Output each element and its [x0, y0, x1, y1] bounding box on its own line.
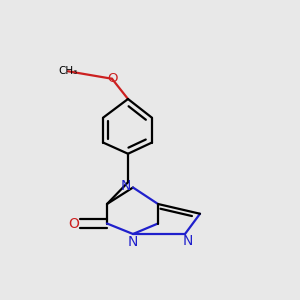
Text: CH₃: CH₃: [58, 66, 78, 76]
Text: O: O: [108, 72, 118, 85]
Text: N: N: [128, 235, 138, 248]
Text: N: N: [182, 234, 193, 248]
Text: O: O: [68, 217, 79, 230]
Text: N: N: [121, 179, 131, 193]
